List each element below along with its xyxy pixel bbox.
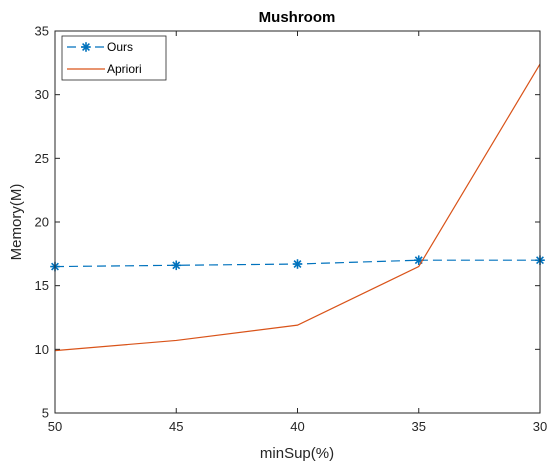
data-point bbox=[171, 260, 182, 271]
x-tick-label: 40 bbox=[290, 419, 304, 434]
y-tick-label: 35 bbox=[35, 24, 49, 39]
chart-title: Mushroom bbox=[259, 9, 336, 26]
y-tick-label: 25 bbox=[35, 151, 49, 166]
data-point bbox=[292, 259, 303, 269]
legend: Ours Apriori bbox=[61, 35, 167, 81]
ticks-layer: 50 45 40 35 30 5 10 15 20 25 30 35 bbox=[35, 24, 548, 435]
series-layer bbox=[50, 63, 545, 352]
series-line-apriori bbox=[54, 63, 541, 352]
y-tick-label: 5 bbox=[42, 406, 49, 421]
data-point bbox=[81, 42, 91, 52]
legend-label-ours: Ours bbox=[107, 40, 133, 54]
y-tick-label: 30 bbox=[35, 87, 49, 102]
legend-marker-ours bbox=[81, 42, 91, 52]
legend-box bbox=[61, 35, 167, 81]
y-axis-label: Memory(M) bbox=[8, 184, 25, 261]
x-tick-label: 45 bbox=[169, 419, 183, 434]
x-tick-label: 35 bbox=[412, 419, 426, 434]
y-tick-label: 20 bbox=[35, 215, 49, 230]
y-tick-label: 10 bbox=[35, 342, 49, 357]
x-tick-label: 50 bbox=[48, 419, 62, 434]
x-axis-label: minSup(%) bbox=[260, 445, 334, 462]
x-tick-label: 30 bbox=[533, 419, 547, 434]
y-tick-label: 15 bbox=[35, 278, 49, 293]
legend-label-apriori: Apriori bbox=[107, 62, 142, 76]
plot-area bbox=[55, 31, 540, 413]
